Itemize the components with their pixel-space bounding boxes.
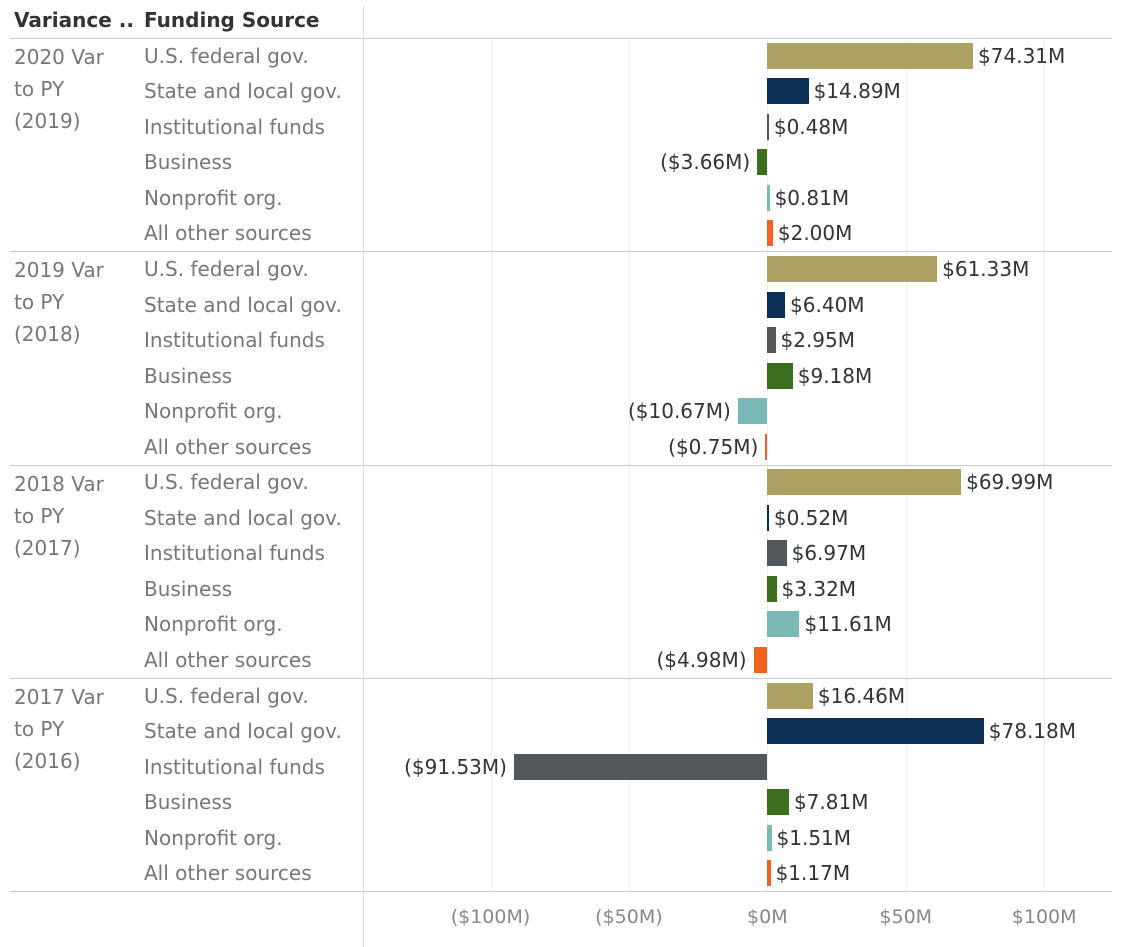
row-label: U.S. federal gov. — [144, 683, 309, 708]
row-label: Nonprofit org. — [144, 399, 283, 424]
value-label: ($4.98M) — [656, 647, 747, 672]
x-tick-label: ($100M) — [450, 906, 531, 928]
group-label: 2020 Var to PY (2019) — [14, 45, 104, 133]
row-label: U.S. federal gov. — [144, 470, 309, 495]
pane-divider — [363, 6, 364, 947]
row-label: State and local gov. — [144, 719, 342, 744]
bar — [767, 113, 769, 140]
value-label: $69.99M — [966, 470, 1054, 495]
bar — [767, 362, 793, 389]
value-label: $3.32M — [781, 576, 857, 601]
row-label: U.S. federal gov. — [144, 43, 309, 68]
value-label: $6.97M — [791, 541, 867, 566]
row-label: Institutional funds — [144, 328, 325, 353]
value-label: ($0.75M) — [668, 434, 759, 459]
column-header: Funding Source — [144, 8, 320, 32]
bar — [767, 291, 786, 318]
bar — [765, 433, 768, 460]
bar — [767, 327, 776, 354]
group-label: 2018 Var to PY (2017) — [14, 471, 104, 560]
bar — [767, 789, 789, 816]
row-label: All other sources — [144, 221, 312, 246]
grid-line — [490, 40, 492, 891]
row-label: State and local gov. — [144, 292, 342, 317]
bar — [753, 646, 768, 673]
value-label: $61.33M — [942, 257, 1030, 282]
group-separator — [10, 677, 1112, 679]
bar — [767, 220, 773, 247]
row-label: All other sources — [144, 434, 312, 459]
group-separator — [10, 464, 1112, 466]
value-label: $6.40M — [790, 292, 865, 317]
bar — [767, 575, 777, 602]
header-line — [10, 38, 1112, 39]
row-label: Institutional funds — [144, 754, 325, 779]
grid-line — [905, 40, 907, 891]
row-label: All other sources — [144, 647, 312, 672]
bar — [767, 718, 984, 745]
value-label: $14.89M — [813, 79, 901, 104]
row-label: Business — [144, 363, 233, 388]
value-label: $78.18M — [988, 719, 1077, 744]
group-separator — [10, 251, 1112, 253]
value-label: $1.17M — [775, 861, 851, 886]
value-label: $1.51M — [776, 825, 852, 850]
grid-line — [628, 40, 630, 891]
value-label: $9.18M — [797, 363, 873, 388]
x-tick-label: $0M — [747, 906, 788, 928]
row-label: Nonprofit org. — [144, 825, 283, 850]
group-separator — [10, 891, 1112, 892]
x-tick-label: $100M — [1011, 906, 1077, 928]
row-label: State and local gov. — [144, 79, 342, 104]
value-label: ($91.53M) — [404, 754, 507, 779]
value-label: $2.95M — [780, 328, 856, 353]
value-label: ($3.66M) — [660, 150, 751, 175]
value-label: $0.81M — [774, 185, 850, 210]
row-label: State and local gov. — [144, 505, 342, 530]
value-label: $74.31M — [978, 43, 1066, 68]
row-label: Institutional funds — [144, 541, 325, 566]
column-header: Variance .. — [14, 8, 134, 32]
bar — [737, 398, 768, 425]
row-label: Nonprofit org. — [144, 612, 283, 637]
bar — [767, 860, 771, 887]
row-label: All other sources — [144, 861, 312, 886]
group-label: 2019 Var to PY (2018) — [14, 258, 104, 347]
bar — [767, 540, 787, 567]
bar — [767, 611, 800, 638]
row-label: U.S. federal gov. — [144, 257, 309, 282]
grid-line — [767, 40, 769, 891]
bar — [767, 42, 974, 69]
value-label: $7.81M — [793, 790, 869, 815]
row-label: Institutional funds — [144, 114, 325, 139]
bar — [767, 504, 769, 531]
row-label: Business — [144, 576, 233, 601]
bar — [513, 753, 768, 780]
value-label: ($10.67M) — [627, 399, 731, 424]
bar — [767, 78, 809, 105]
bar — [767, 184, 770, 211]
row-label: Business — [144, 790, 233, 815]
value-label: $0.48M — [773, 114, 849, 139]
bar — [767, 824, 772, 851]
value-label: $16.46M — [817, 683, 906, 708]
x-tick-label: $50M — [879, 906, 933, 928]
bar — [757, 149, 768, 176]
grid-line — [1044, 40, 1046, 891]
bar — [767, 256, 938, 283]
value-label: $0.52M — [773, 505, 849, 530]
x-tick-label: ($50M) — [595, 906, 663, 928]
value-label: $11.61M — [804, 612, 892, 637]
group-label: 2017 Var to PY (2016) — [14, 684, 104, 773]
row-label: Business — [144, 150, 233, 175]
value-label: $2.00M — [777, 221, 853, 246]
bar — [767, 469, 962, 496]
bar — [767, 682, 813, 709]
row-label: Nonprofit org. — [144, 185, 283, 210]
